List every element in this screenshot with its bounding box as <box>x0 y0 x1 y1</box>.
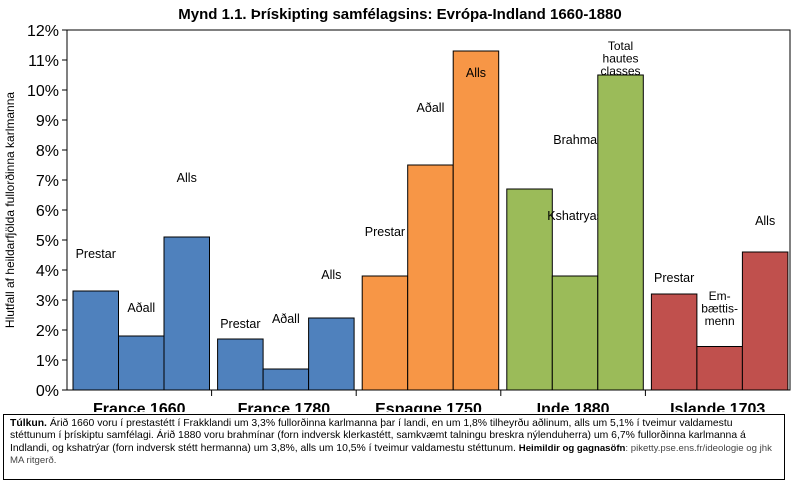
y-tick-label: 8% <box>36 143 59 160</box>
data-label: Alls <box>466 66 486 80</box>
y-axis-label: Hlutfall af heildarfjölda fullorðinna ka… <box>3 92 17 328</box>
data-label: Em-bættis-menn <box>701 289 738 328</box>
bar <box>741 251 789 391</box>
data-label: Alls <box>177 171 197 185</box>
bar <box>163 236 210 391</box>
bar <box>452 50 500 391</box>
bar <box>506 188 553 391</box>
chart-title: Mynd 1.1. Þrískipting samfélagsins: Evró… <box>178 6 622 23</box>
y-tick-label: 3% <box>36 293 59 310</box>
caption-label: Túlkun. <box>10 418 47 429</box>
y-tick-label: 6% <box>36 203 59 220</box>
bar <box>262 368 310 391</box>
data-label-line: Em- <box>709 289 731 303</box>
bar <box>597 74 644 391</box>
y-tick-label: 7% <box>36 173 59 190</box>
data-label: Total hautes classes <box>601 39 641 78</box>
bar <box>650 293 698 391</box>
data-label: Prestar <box>220 317 260 331</box>
data-label: Prestar <box>365 225 405 239</box>
data-label-line: Total <box>608 39 633 53</box>
bar <box>118 335 165 391</box>
x-category-label: Espagne 1750 <box>375 401 482 412</box>
x-category-label: France 1780 <box>238 401 331 412</box>
data-label-line: bættis- <box>701 302 738 316</box>
data-label: Aðall <box>127 301 155 315</box>
data-label: Alls <box>321 268 341 282</box>
caption-text: Árið 1660 voru í prestastétt í Frakkland… <box>10 418 746 454</box>
data-label: Aðall <box>272 312 300 326</box>
y-tick-label: 9% <box>36 113 59 130</box>
x-category-label: France 1660 <box>93 401 186 412</box>
bar <box>217 338 264 391</box>
y-tick-label: 0% <box>36 383 59 400</box>
bar <box>308 317 355 391</box>
caption-box: Túlkun. Árið 1660 voru í prestastétt í F… <box>3 414 785 480</box>
source-text: : piketty.pse.ens.fr/ideologie og jhk MA… <box>10 442 772 467</box>
data-label-line: menn <box>705 314 735 328</box>
bar <box>72 290 119 391</box>
bar <box>361 275 409 391</box>
data-label: Alls <box>755 214 775 228</box>
bar <box>551 275 599 391</box>
x-category-label: Inde 1880 <box>537 401 610 412</box>
y-tick-label: 2% <box>36 323 59 340</box>
data-label: Aðall <box>417 101 445 115</box>
data-label: Prestar <box>76 247 116 261</box>
data-label: Prestar <box>654 271 694 285</box>
x-category-label: Islande 1703 <box>670 401 765 412</box>
bar-chart: 0% 1% 2% 3% 4% 5% 6% 7% 8% 9% 10% 11% 12% Hlutfall af… <box>3 23 791 412</box>
plot-area: 0% 1% 2% 3% 4% 5% 6% 7% 8% 9% 10% 11% 12% Hlutfall af… <box>3 23 791 412</box>
y-tick-label: 4% <box>36 263 59 280</box>
y-tick-label: 1% <box>36 353 59 370</box>
data-label-line: hautes <box>603 52 639 66</box>
y-tick-label: 10% <box>27 83 59 100</box>
bar <box>407 164 454 391</box>
y-tick-label: 12% <box>27 23 59 40</box>
data-label: Kshatryas <box>547 209 603 223</box>
data-label-line: classes <box>601 64 641 78</box>
bar <box>696 346 743 391</box>
source-label: Heimildir og gagnasöfn <box>518 442 626 454</box>
y-tick-label: 5% <box>36 233 59 250</box>
y-tick-label: 11% <box>28 53 59 70</box>
